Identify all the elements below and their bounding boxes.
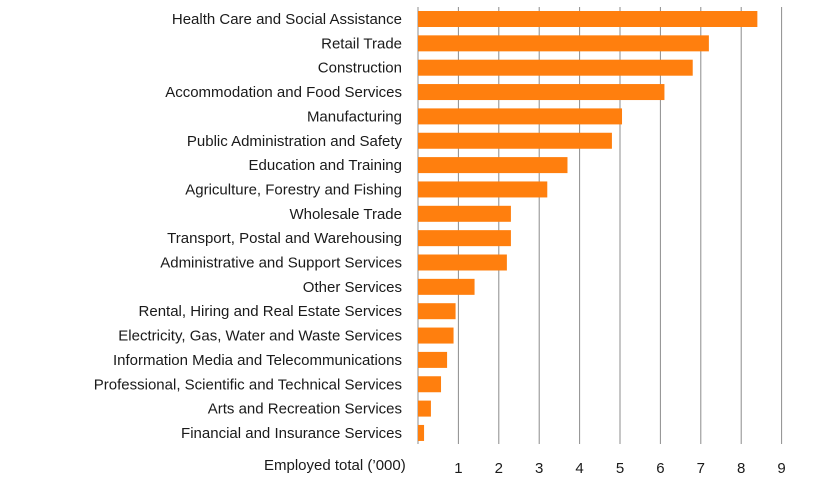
- category-label: Electricity, Gas, Water and Waste Servic…: [118, 328, 402, 345]
- category-label: Agriculture, Forestry and Fishing: [185, 181, 402, 198]
- category-label: Other Services: [303, 279, 402, 296]
- bar: [418, 303, 456, 320]
- bar: [418, 400, 431, 417]
- category-label: Financial and Insurance Services: [181, 425, 402, 442]
- category-label: Transport, Postal and Warehousing: [167, 230, 402, 247]
- category-label: Manufacturing: [307, 108, 402, 125]
- category-label: Rental, Hiring and Real Estate Services: [139, 303, 402, 320]
- category-label: Information Media and Telecommunications: [113, 352, 402, 369]
- x-tick-label: 5: [616, 460, 624, 477]
- bar: [418, 230, 511, 247]
- bar: [418, 84, 665, 101]
- category-label: Construction: [318, 60, 402, 77]
- category-label: Education and Training: [249, 157, 402, 174]
- bar: [418, 11, 758, 27]
- bar: [418, 424, 425, 441]
- bar: [418, 108, 623, 125]
- bar: [418, 327, 454, 344]
- x-tick-label: 6: [656, 460, 664, 477]
- category-label: Retail Trade: [321, 35, 402, 52]
- gridlines: [417, 7, 783, 444]
- x-tick-labels: 1 2 3 4 5 6 7 8 9: [454, 460, 786, 477]
- x-tick-label: 4: [575, 460, 583, 477]
- category-label: Public Administration and Safety: [187, 133, 403, 150]
- category-label: Arts and Recreation Services: [208, 401, 402, 418]
- x-tick-label: 2: [495, 460, 503, 477]
- category-label: Professional, Scientific and Technical S…: [94, 376, 402, 393]
- bar: [418, 35, 709, 52]
- bar: [418, 181, 548, 198]
- category-labels: Health Care and Social Assistance Retail …: [94, 11, 403, 442]
- bar: [418, 278, 475, 295]
- bar: [418, 59, 693, 76]
- category-label: Accommodation and Food Services: [165, 84, 402, 101]
- x-tick-label: 8: [737, 460, 745, 477]
- bar: [418, 376, 442, 393]
- bar: [418, 254, 507, 271]
- x-tick-label: 9: [777, 460, 785, 477]
- bar: [418, 132, 612, 149]
- x-tick-label: 7: [697, 460, 705, 477]
- x-tick-label: 1: [454, 460, 462, 477]
- bar: [418, 351, 448, 368]
- category-label: Administrative and Support Services: [160, 255, 402, 272]
- category-label: Health Care and Social Assistance: [172, 11, 402, 28]
- category-label: Wholesale Trade: [289, 206, 402, 223]
- x-axis-title: Employed total (’000): [264, 457, 406, 474]
- bars: [418, 11, 758, 441]
- bar: [418, 157, 568, 174]
- bar: [418, 205, 511, 222]
- x-tick-label: 3: [535, 460, 543, 477]
